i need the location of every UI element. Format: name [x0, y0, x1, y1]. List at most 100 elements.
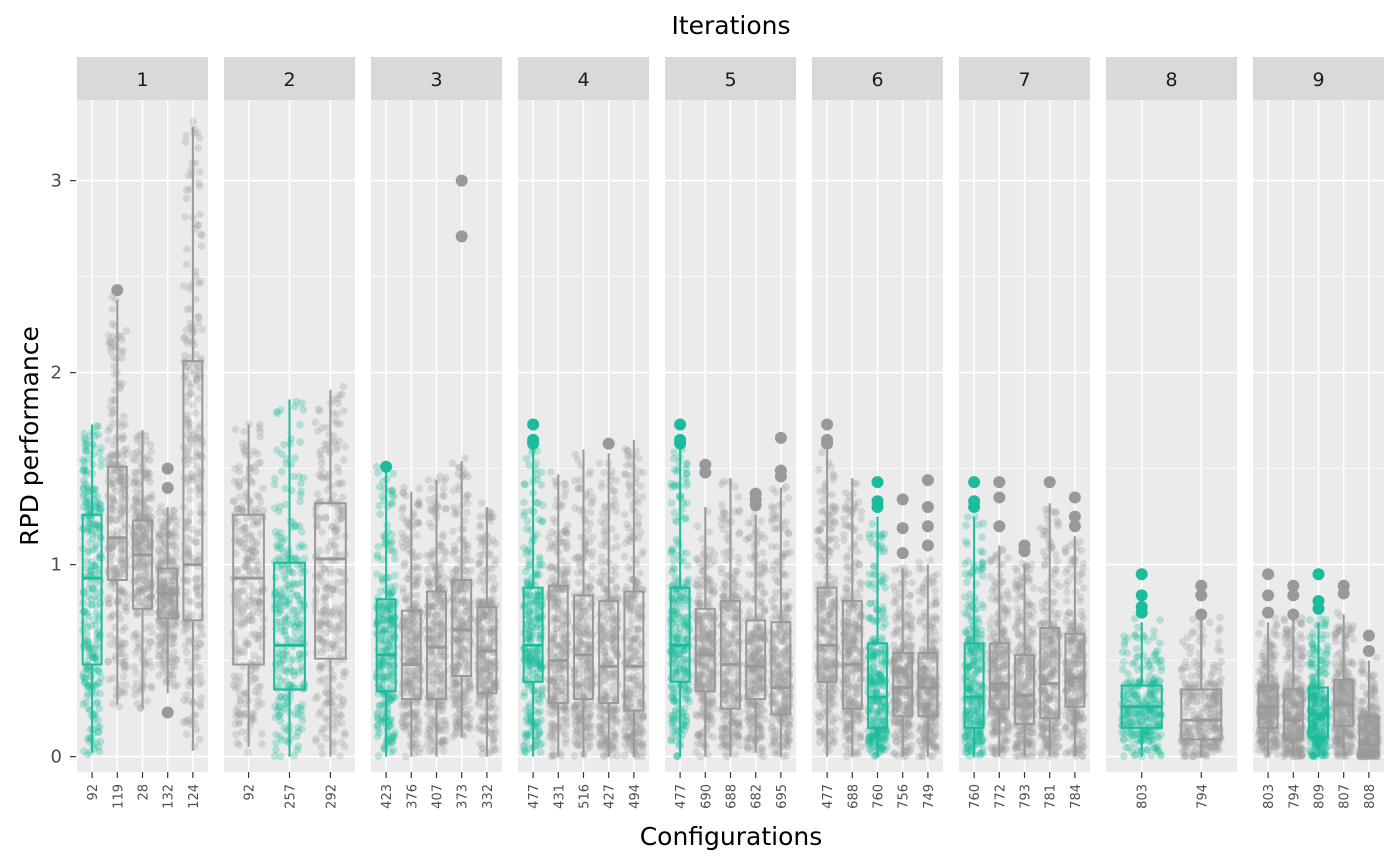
- jitter-point: [83, 493, 92, 501]
- x-tick-label: 477: [527, 784, 542, 809]
- jitter-point: [521, 567, 530, 576]
- jitter-point: [600, 707, 609, 715]
- jitter-point: [196, 640, 205, 648]
- jitter-point: [83, 440, 92, 449]
- jitter-point: [274, 554, 283, 562]
- jitter-point: [154, 561, 163, 569]
- jitter-point: [86, 600, 95, 609]
- jitter-point: [106, 640, 114, 649]
- jitter-point: [117, 540, 125, 549]
- jitter-point: [117, 658, 125, 667]
- facet-strip: [77, 57, 208, 100]
- jitter-point: [550, 703, 559, 711]
- jitter-point: [423, 551, 432, 559]
- jitter-point: [95, 747, 104, 756]
- jitter-point: [548, 542, 557, 551]
- jitter-point: [332, 622, 341, 631]
- jitter-point: [83, 503, 91, 512]
- jitter-point: [96, 599, 105, 607]
- jitter-point: [235, 709, 244, 717]
- jitter-point: [525, 731, 534, 740]
- jitter-point: [84, 485, 93, 493]
- jitter-point: [559, 728, 567, 736]
- jitter-point: [424, 677, 433, 685]
- jitter-point: [122, 592, 131, 600]
- jitter-point: [90, 593, 99, 601]
- jitter-point: [576, 684, 584, 693]
- jitter-point: [432, 635, 441, 644]
- jitter-point: [321, 601, 329, 610]
- jitter-point: [322, 698, 331, 707]
- jitter-point: [415, 484, 423, 493]
- jitter-point: [181, 138, 190, 146]
- jitter-point: [92, 520, 100, 528]
- jitter-point: [584, 526, 592, 535]
- x-tick-label: 376: [405, 784, 420, 809]
- jitter-point: [84, 643, 93, 652]
- jitter-point: [97, 456, 106, 464]
- jitter-point: [318, 724, 327, 733]
- jitter-point: [117, 545, 126, 553]
- outlier-point: [111, 284, 124, 297]
- jitter-point: [94, 422, 102, 431]
- jitter-point: [334, 467, 343, 476]
- jitter-point: [134, 479, 142, 488]
- jitter-point: [253, 702, 262, 711]
- jitter-point: [110, 342, 119, 350]
- jitter-point: [159, 659, 168, 667]
- jitter-point: [106, 424, 114, 432]
- jitter-point: [249, 552, 257, 561]
- jitter-point: [279, 666, 288, 674]
- jitter-point: [313, 692, 322, 701]
- jitter-point: [440, 547, 449, 556]
- jitter-point: [476, 512, 485, 521]
- jitter-point: [538, 501, 547, 509]
- jitter-point: [478, 499, 486, 507]
- jitter-point: [276, 752, 285, 761]
- jitter-point: [79, 672, 87, 681]
- jitter-point: [155, 652, 163, 660]
- jitter-point: [84, 623, 92, 631]
- jitter-point: [115, 555, 123, 563]
- jitter-point: [560, 492, 569, 500]
- jitter-point: [131, 649, 140, 657]
- jitter-point: [448, 459, 457, 468]
- jitter-point: [192, 448, 201, 457]
- jitter-point: [315, 407, 324, 415]
- jitter-point: [96, 500, 104, 509]
- jitter-point: [485, 641, 494, 650]
- jitter-point: [81, 673, 89, 682]
- jitter-point: [612, 533, 620, 542]
- jitter-point: [398, 506, 406, 514]
- jitter-point: [108, 612, 116, 620]
- jitter-point: [159, 534, 167, 543]
- jitter-point: [278, 467, 286, 476]
- jitter-point: [294, 742, 303, 751]
- jitter-point: [290, 684, 298, 693]
- jitter-point: [475, 597, 484, 606]
- jitter-point: [478, 750, 486, 758]
- jitter-point: [491, 555, 500, 564]
- jitter-point: [89, 546, 97, 554]
- jitter-point: [391, 693, 400, 702]
- jitter-point: [87, 527, 95, 536]
- jitter-point: [270, 504, 279, 512]
- jitter-point: [236, 647, 245, 656]
- jitter-point: [538, 518, 546, 526]
- jitter-point: [595, 722, 604, 730]
- jitter-point: [411, 633, 420, 642]
- jitter-point: [376, 510, 385, 518]
- jitter-point: [236, 621, 245, 630]
- jitter-point: [453, 510, 461, 518]
- jitter-point: [520, 688, 529, 697]
- jitter-point: [122, 327, 131, 335]
- jitter-point: [333, 636, 341, 644]
- jitter-point: [411, 684, 420, 692]
- jitter-point: [143, 697, 151, 705]
- jitter-point: [391, 728, 399, 737]
- jitter-point: [90, 616, 98, 624]
- jitter-point: [427, 558, 436, 567]
- jitter-point: [96, 507, 104, 516]
- jitter-point: [84, 612, 93, 621]
- jitter-point: [574, 578, 583, 587]
